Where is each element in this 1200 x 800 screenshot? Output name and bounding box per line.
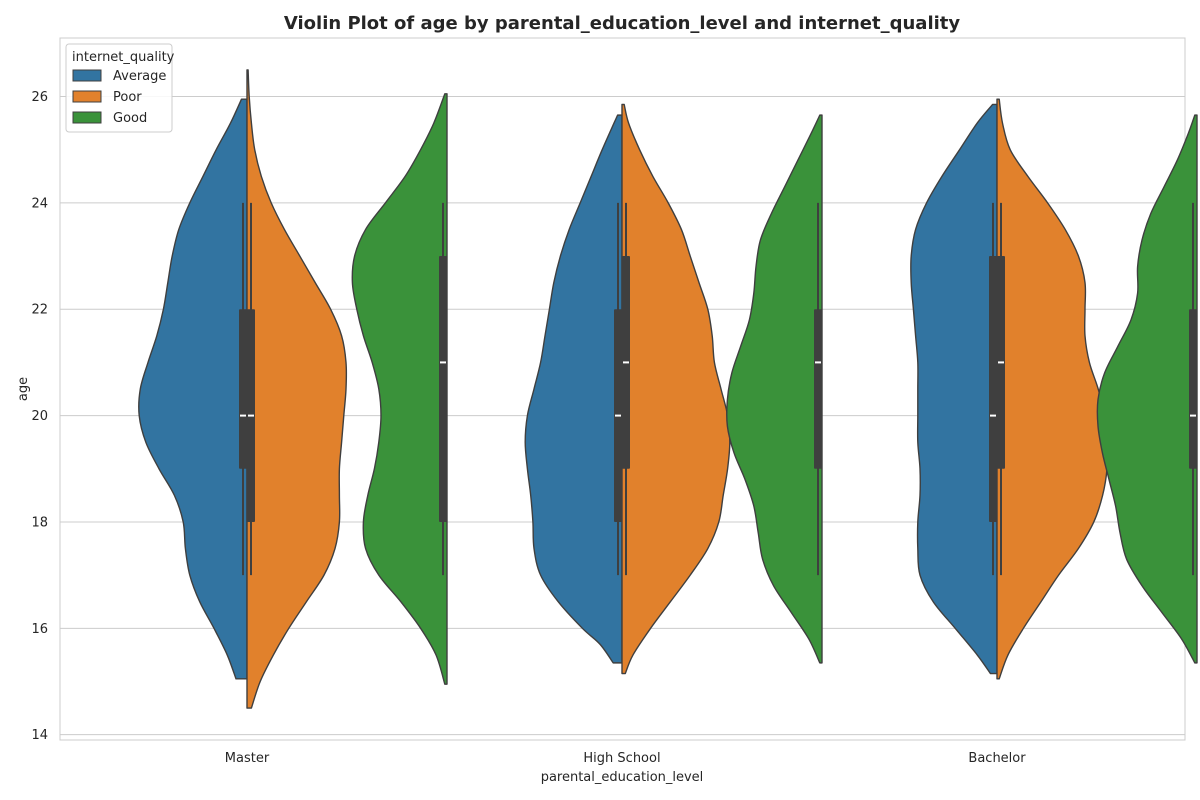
y-axis-ticks: 14 16 18 20 22 24 26	[31, 90, 48, 743]
violin-good-high-school	[726, 114, 823, 664]
y-axis-label: age	[16, 377, 31, 401]
legend-label: Good	[113, 111, 147, 126]
legend-label: Poor	[113, 90, 142, 105]
violin-average-bachelor	[910, 103, 998, 675]
x-axis-ticks: Master High School Bachelor	[225, 751, 1026, 766]
legend-swatch	[72, 69, 102, 82]
y-tick-label: 26	[31, 90, 48, 105]
violin-poor-high-school	[621, 103, 731, 675]
box-iqr	[1189, 309, 1197, 469]
x-tick-label: Master	[225, 751, 270, 766]
violin-good-bachelor	[1096, 114, 1198, 664]
y-tick-label: 22	[31, 303, 48, 318]
legend-label: Average	[113, 69, 166, 84]
x-tick-label: High School	[583, 751, 660, 766]
violin-average-master	[138, 98, 248, 680]
y-tick-label: 20	[31, 409, 48, 424]
y-tick-label: 18	[31, 515, 48, 530]
violin-average-high-school	[524, 114, 623, 664]
box-iqr	[814, 309, 822, 469]
legend-swatch	[72, 90, 102, 103]
violins	[138, 69, 1198, 709]
legend-frame	[65, 43, 173, 133]
y-tick-label: 16	[31, 622, 48, 637]
legend-title: internet_quality	[72, 50, 175, 65]
legend-entries: Average Poor Good	[72, 69, 166, 126]
y-tick-label: 24	[31, 196, 48, 211]
y-tick-label: 14	[31, 728, 48, 743]
violin-good-master	[351, 93, 448, 685]
box-iqr	[439, 256, 447, 522]
box-iqr	[989, 256, 997, 522]
violin-poor-master	[246, 69, 348, 709]
legend: internet_quality Average Poor Good	[65, 43, 175, 133]
violin-poor-bachelor	[996, 98, 1109, 680]
x-tick-label: Bachelor	[968, 751, 1026, 766]
box-plots	[239, 202, 1197, 576]
legend-swatch	[72, 111, 102, 124]
x-axis-label: parental_education_level	[541, 770, 704, 785]
chart-title: Violin Plot of age by parental_education…	[284, 13, 961, 34]
box-iqr	[239, 309, 247, 469]
